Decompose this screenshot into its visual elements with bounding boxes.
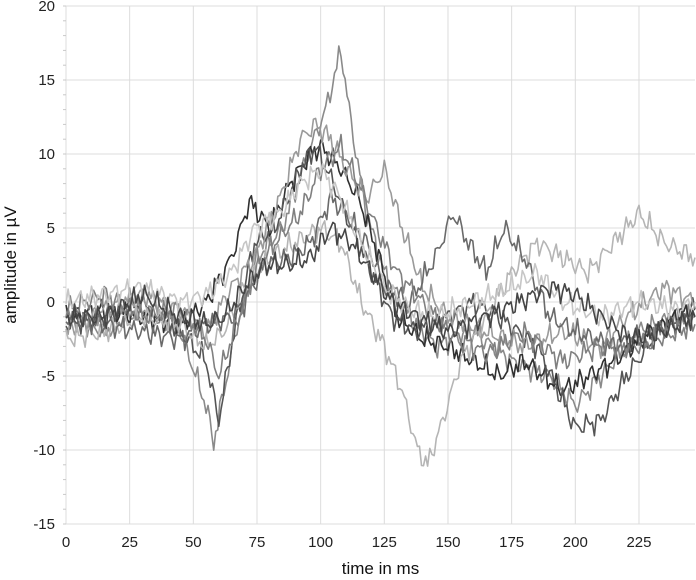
x-tick-label: 200 xyxy=(563,534,588,551)
x-axis-tick-labels: 0 25 50 75 100 125 150 175 200 225 xyxy=(62,534,652,551)
x-tick-label: 225 xyxy=(626,534,651,551)
series-line xyxy=(65,221,696,353)
y-tick-label: -15 xyxy=(33,516,55,533)
series-line xyxy=(65,45,696,451)
x-tick-label: 0 xyxy=(62,534,70,551)
x-tick-label: 125 xyxy=(372,534,397,551)
y-tick-label: 20 xyxy=(38,0,55,15)
y-tick-label: -5 xyxy=(42,368,55,385)
series-line xyxy=(65,188,696,357)
x-tick-label: 150 xyxy=(435,534,460,551)
y-tick-label: 0 xyxy=(47,294,55,311)
x-tick-label: 100 xyxy=(308,534,333,551)
series-line xyxy=(65,144,696,437)
x-tick-label: 25 xyxy=(121,534,138,551)
x-axis-label: time in ms xyxy=(342,559,419,578)
y-tick-label: -10 xyxy=(33,442,55,459)
y-tick-label: 5 xyxy=(47,220,55,237)
vertical-gridlines xyxy=(65,6,640,524)
horizontal-gridlines xyxy=(66,5,695,525)
x-tick-label: 175 xyxy=(499,534,524,551)
series-line xyxy=(65,133,696,380)
y-axis-label: amplitude in µV xyxy=(1,206,20,324)
y-tick-label: 15 xyxy=(38,72,55,89)
series-lines xyxy=(65,45,696,467)
y-minor-ticks xyxy=(63,5,66,525)
x-tick-label: 50 xyxy=(185,534,202,551)
y-tick-label: 10 xyxy=(38,146,55,163)
x-tick-label: 75 xyxy=(249,534,266,551)
y-axis-tick-labels: 20 15 10 5 0 -5 -10 -15 xyxy=(33,0,55,533)
